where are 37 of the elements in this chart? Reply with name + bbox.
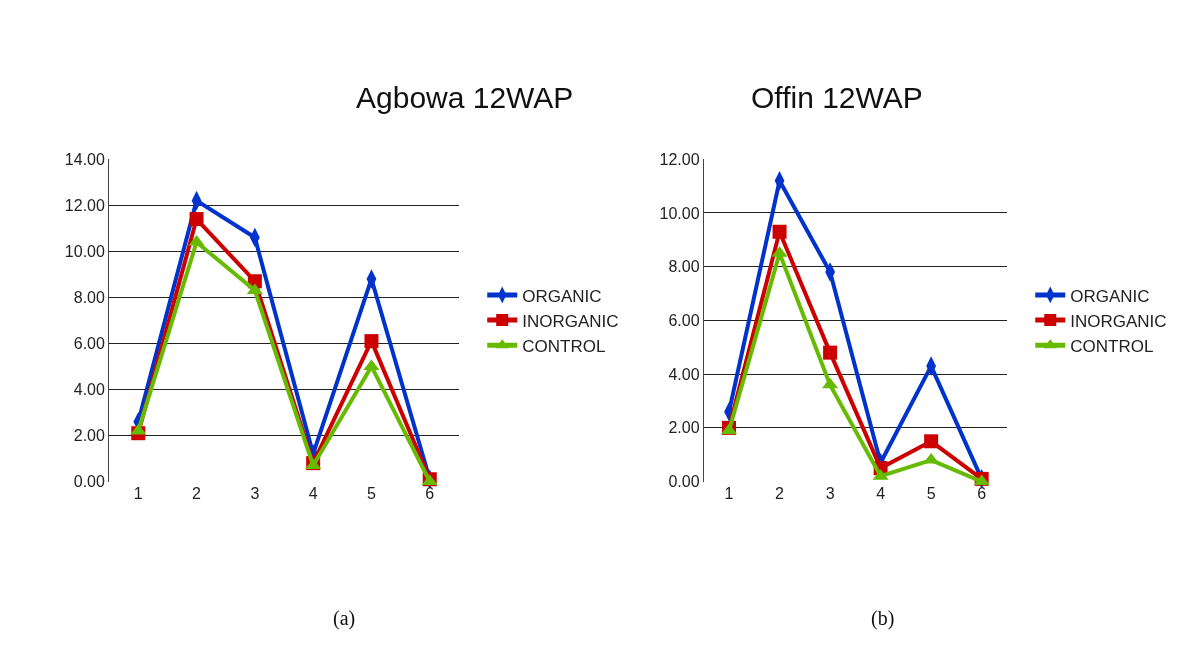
y-tick-label: 12.00 xyxy=(659,150,700,168)
chart-title: Offin 12WAP xyxy=(751,81,923,114)
y-tick-label: 0.00 xyxy=(73,473,106,491)
y-tick-label: 0.00 xyxy=(668,473,700,491)
x-tick-label: 4 xyxy=(308,484,318,502)
y-tick-label: 12.00 xyxy=(64,196,105,214)
x-tick-label: 1 xyxy=(724,484,734,502)
y-tick-label: 6.00 xyxy=(668,312,700,329)
y-tick-label: 8.00 xyxy=(668,258,700,276)
x-tick-label: 5 xyxy=(367,484,377,502)
x-tick-label: 5 xyxy=(926,484,936,502)
y-tick-label: 14.00 xyxy=(64,150,105,168)
y-tick-label: 10.00 xyxy=(659,204,700,222)
legend-label: CONTROL xyxy=(522,336,606,356)
y-tick-label: 4.00 xyxy=(73,381,106,399)
x-tick-label: 2 xyxy=(192,484,202,502)
y-tick-label: 6.00 xyxy=(73,335,106,353)
x-tick-label: 4 xyxy=(876,484,886,502)
x-tick-label: 3 xyxy=(250,484,260,502)
y-tick-label: 4.00 xyxy=(668,365,700,383)
y-tick-label: 8.00 xyxy=(73,288,106,306)
y-tick-label: 2.00 xyxy=(668,419,700,437)
text: (b) xyxy=(871,607,895,630)
legend-label: ORGANIC xyxy=(1070,286,1150,306)
legend-label: INORGANIC xyxy=(522,311,619,331)
y-tick-label: 2.00 xyxy=(73,427,106,445)
x-tick-label: 1 xyxy=(133,484,143,502)
legend-label: INORGANIC xyxy=(1070,311,1167,331)
y-tick-label: 10.00 xyxy=(64,242,105,260)
legend-label: ORGANIC xyxy=(522,286,602,306)
x-tick-label: 6 xyxy=(977,484,987,502)
x-tick-label: 6 xyxy=(425,484,435,502)
x-tick-label: 2 xyxy=(775,484,785,502)
text: (a) xyxy=(333,607,356,630)
chart-title: Agbowa 12WAP xyxy=(356,81,574,114)
x-tick-label: 3 xyxy=(825,484,835,502)
legend-label: CONTROL xyxy=(1070,336,1154,356)
